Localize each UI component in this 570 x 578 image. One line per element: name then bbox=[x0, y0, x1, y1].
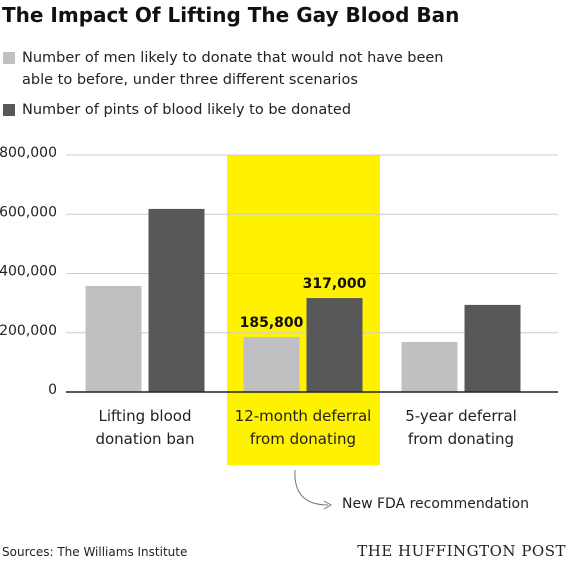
bar bbox=[401, 341, 458, 392]
bar bbox=[85, 285, 142, 392]
bar bbox=[148, 208, 205, 392]
legend-label: Number of pints of blood likely to be do… bbox=[22, 102, 352, 118]
value-label: 185,800 bbox=[240, 315, 304, 331]
chart-title: The Impact Of Lifting The Gay Blood Ban bbox=[2, 3, 460, 27]
x-tick-label: 12-month deferral from donating bbox=[234, 407, 372, 448]
bar bbox=[306, 298, 363, 392]
source: Sources: The Williams Institute bbox=[2, 545, 188, 559]
legend-swatch bbox=[3, 52, 15, 64]
y-tick-label: 400,000 bbox=[0, 264, 57, 280]
x-tick-label: 5-year deferral from donating bbox=[405, 407, 517, 448]
arrow-head bbox=[323, 500, 333, 510]
bar bbox=[243, 336, 300, 392]
value-label: 317,000 bbox=[303, 276, 367, 292]
annotation: New FDA recommendation bbox=[342, 496, 529, 512]
legend-swatch bbox=[3, 104, 15, 116]
bar bbox=[464, 304, 521, 392]
y-tick-label: 600,000 bbox=[0, 204, 57, 220]
y-tick-label: 0 bbox=[48, 382, 57, 398]
y-tick-label: 800,000 bbox=[0, 145, 57, 161]
legend-label: Number of men likely to donate that woul… bbox=[22, 50, 444, 88]
publisher: THE HUFFINGTON POST bbox=[357, 542, 566, 560]
x-tick-label: Lifting blood donation ban bbox=[95, 407, 195, 448]
y-tick-label: 200,000 bbox=[0, 323, 57, 339]
annotation-arrow bbox=[294, 469, 329, 506]
